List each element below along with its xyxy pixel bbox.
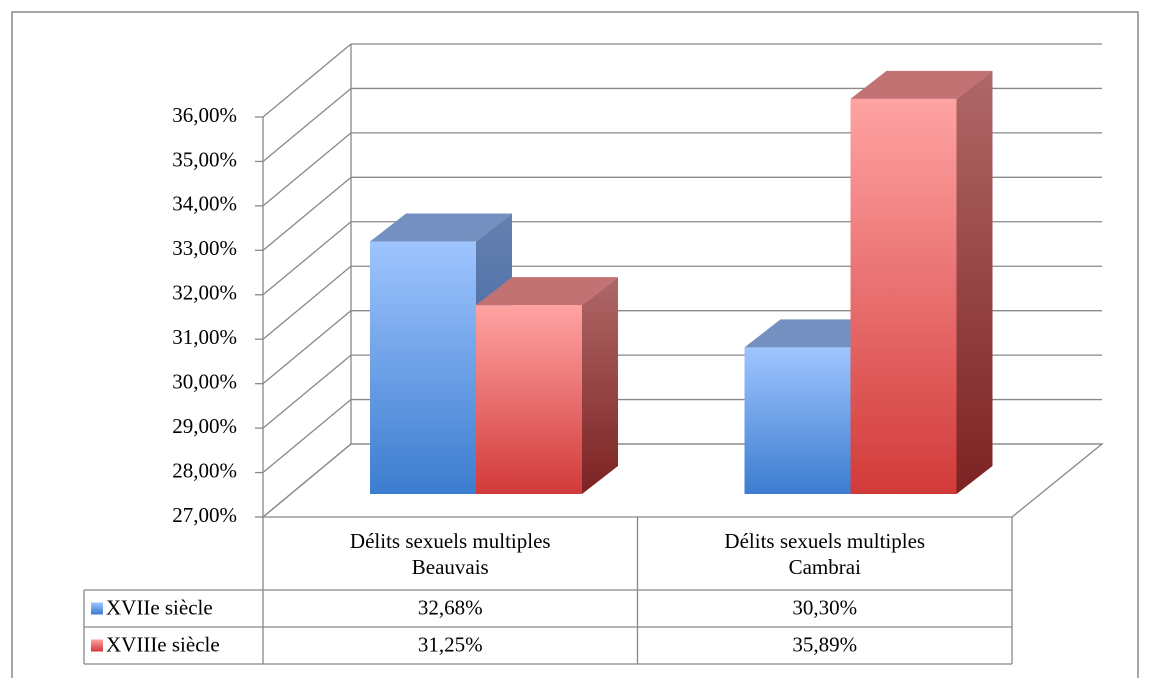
bar bbox=[370, 241, 476, 494]
data-label: 32,68% bbox=[418, 595, 483, 619]
grid-line bbox=[262, 176, 352, 251]
x-tick-label: Délits sexuels multiples Beauvais bbox=[349, 528, 551, 579]
legend-label: XVIIe siècle bbox=[106, 595, 213, 619]
bar-side bbox=[582, 277, 618, 494]
y-tick-label: 29,00% bbox=[172, 414, 237, 438]
legend-marker bbox=[91, 639, 103, 652]
data-label: 35,89% bbox=[792, 632, 857, 656]
bar-top bbox=[370, 213, 512, 242]
y-tick-label: 27,00% bbox=[172, 503, 237, 527]
grid-line bbox=[262, 87, 352, 162]
bar bbox=[744, 347, 851, 494]
y-tick-label: 28,00% bbox=[172, 458, 237, 482]
y-tick-label: 35,00% bbox=[172, 147, 237, 171]
bar bbox=[476, 305, 582, 494]
bar-side bbox=[956, 70, 993, 494]
bar-top bbox=[850, 70, 993, 99]
x-tick-label: Délits sexuels multiples Cambrai bbox=[724, 528, 926, 579]
grid-line bbox=[262, 221, 352, 296]
y-tick-label: 31,00% bbox=[172, 325, 237, 349]
y-tick-label: 32,00% bbox=[172, 281, 237, 305]
legend-label: XVIIIe siècle bbox=[106, 632, 220, 656]
data-label: 31,25% bbox=[418, 632, 483, 656]
grid-line bbox=[262, 310, 352, 385]
y-tick-label: 34,00% bbox=[172, 192, 237, 216]
grid-line bbox=[262, 354, 352, 429]
y-tick-label: 33,00% bbox=[172, 236, 237, 260]
y-tick-label: 30,00% bbox=[172, 369, 237, 393]
category-cell: Délits sexuels multiples Beauvais bbox=[349, 528, 551, 579]
grid-line bbox=[262, 43, 352, 118]
y-tick-label: 36,00% bbox=[172, 103, 237, 127]
data-label: 30,30% bbox=[792, 595, 857, 619]
bar bbox=[850, 98, 957, 494]
frame bbox=[11, 11, 1139, 678]
grid-line bbox=[262, 399, 352, 474]
grid-line bbox=[262, 132, 352, 207]
grid-line bbox=[262, 265, 352, 340]
bar-top bbox=[476, 277, 618, 306]
legend-marker bbox=[91, 602, 103, 615]
category-cell: Délits sexuels multiples Cambrai bbox=[724, 528, 926, 579]
grid-line bbox=[262, 443, 352, 518]
